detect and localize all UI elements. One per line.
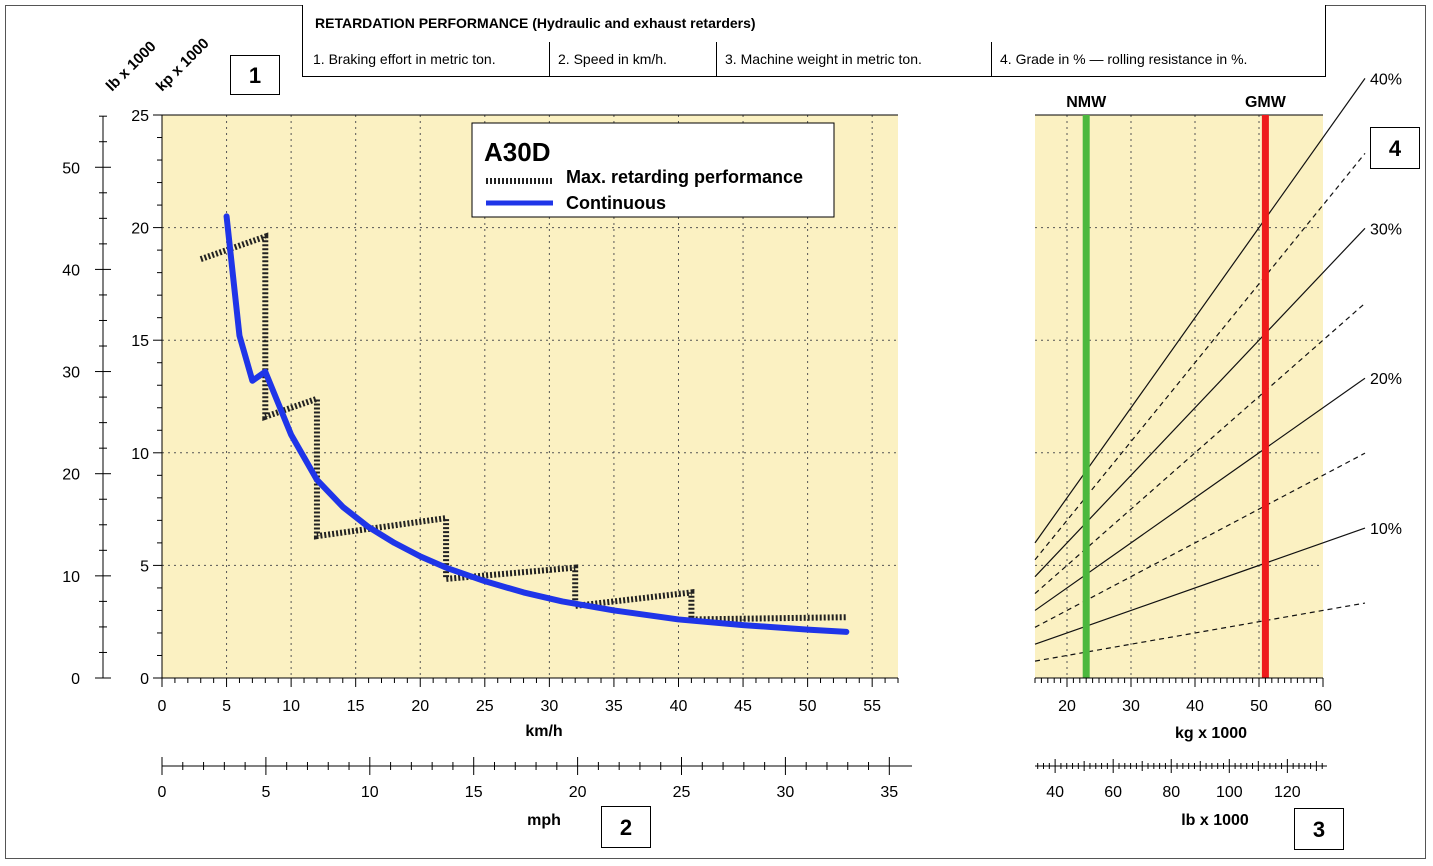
- x-tick-label-kmh: 40: [670, 698, 688, 715]
- grade-label: 20%: [1370, 371, 1402, 388]
- y-tick-label-kp: 5: [140, 558, 149, 575]
- x-tick-label-kmh: 15: [347, 698, 365, 715]
- x-tick-label-kg: 40: [1186, 698, 1204, 715]
- series-continuous-line: [223, 213, 850, 635]
- mph-tick-label: 15: [465, 784, 483, 801]
- mph-axis-label: mph: [527, 812, 561, 829]
- series-max-retarding-line: [199, 232, 847, 623]
- x-axis-label-kg: kg x 1000: [1175, 725, 1247, 742]
- legend-label-continuous: Continuous: [566, 193, 666, 213]
- x-tick-label-kmh: 45: [734, 698, 752, 715]
- grade-line: [1034, 377, 1366, 611]
- box-1: 1: [230, 55, 280, 95]
- grade-line: [1034, 152, 1366, 561]
- x-tick-label-kg: 50: [1250, 698, 1268, 715]
- x-tick-label-kmh: 0: [158, 698, 167, 715]
- mph-tick-label: 0: [158, 784, 167, 801]
- marker-label-gmw: GMW: [1245, 94, 1287, 111]
- lb-tick-label: 60: [1104, 784, 1122, 801]
- y-tick-label-lb: 40: [62, 262, 80, 279]
- x-axis-label-kmh: km/h: [525, 723, 562, 740]
- grade-line: [1034, 452, 1366, 628]
- y-tick-label-kp: 10: [131, 446, 149, 463]
- y-tick-label-lb: 20: [62, 467, 80, 484]
- y-tick-label-kp: 15: [131, 333, 149, 350]
- x-tick-label-kg: 30: [1122, 698, 1140, 715]
- x-tick-label-kg: 20: [1058, 698, 1076, 715]
- x-tick-label-kmh: 35: [605, 698, 623, 715]
- grade-line: [1034, 527, 1366, 645]
- box-4: 4: [1370, 127, 1420, 169]
- x-tick-label-kmh: 30: [540, 698, 558, 715]
- header-item-grade: 4. Grade in % — rolling resistance in %.: [991, 42, 1321, 76]
- mph-tick-label: 5: [261, 784, 270, 801]
- header-item-braking-effort: 1. Braking effort in metric ton.: [313, 51, 496, 67]
- header-item-speed: 2. Speed in km/h.: [549, 42, 715, 76]
- y-tick-label-kp: 20: [131, 221, 149, 238]
- legend-model-title: A30D: [484, 137, 550, 167]
- mph-tick-label: 20: [569, 784, 587, 801]
- x-tick-label-kmh: 10: [282, 698, 300, 715]
- grade-line: [1034, 302, 1366, 595]
- box-3: 3: [1294, 808, 1344, 850]
- x-tick-label-kmh: 25: [476, 698, 494, 715]
- lb-tick-label: 40: [1046, 784, 1064, 801]
- grade-label: 10%: [1370, 521, 1402, 538]
- mph-tick-label: 30: [777, 784, 795, 801]
- y-tick-label-kp: 25: [131, 108, 149, 125]
- y-tick-label-lb: 0: [71, 671, 80, 688]
- mph-tick-label: 10: [361, 784, 379, 801]
- grade-line: [1034, 78, 1366, 544]
- x-tick-label-kmh: 50: [799, 698, 817, 715]
- header-panel: RETARDATION PERFORMANCE (Hydraulic and e…: [302, 5, 1326, 77]
- y-axis-label-kp: kp x 1000: [153, 35, 213, 95]
- x-tick-label-kmh: 5: [222, 698, 231, 715]
- mph-tick-label: 35: [880, 784, 898, 801]
- y-tick-label-lb: 30: [62, 365, 80, 382]
- y-tick-label-lb: 10: [62, 569, 80, 586]
- x-tick-label-kmh: 20: [411, 698, 429, 715]
- lb-tick-label: 80: [1162, 784, 1180, 801]
- lb-tick-label: 120: [1274, 784, 1301, 801]
- box-2: 2: [601, 806, 651, 848]
- marker-label-nmw: NMW: [1066, 94, 1107, 111]
- mph-tick-label: 25: [673, 784, 691, 801]
- grade-line: [1034, 602, 1366, 662]
- lb-tick-label: 100: [1216, 784, 1243, 801]
- y-tick-label-kp: 0: [140, 671, 149, 688]
- header-item-machine-weight: 3. Machine weight in metric ton.: [716, 42, 990, 76]
- grade-label: 40%: [1370, 71, 1402, 88]
- x-tick-label-kg: 60: [1314, 698, 1332, 715]
- grade-label: 30%: [1370, 221, 1402, 238]
- x-tick-label-kmh: 55: [863, 698, 881, 715]
- legend-label-max: Max. retarding performance: [566, 167, 803, 187]
- grade-line: [1034, 227, 1366, 578]
- lb-axis-label: lb x 1000: [1181, 812, 1249, 829]
- header-title: RETARDATION PERFORMANCE (Hydraulic and e…: [315, 15, 756, 31]
- y-axis-label-lb: lb x 1000: [103, 38, 160, 95]
- y-tick-label-lb: 50: [62, 160, 80, 177]
